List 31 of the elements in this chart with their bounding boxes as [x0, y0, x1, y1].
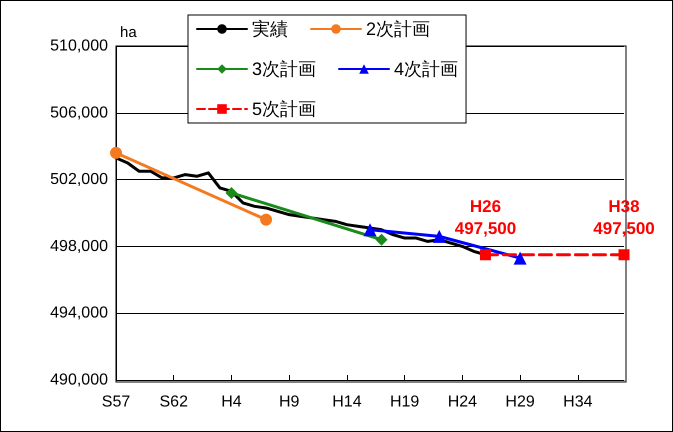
y-tick-label: 490,000	[50, 372, 108, 388]
x-tick-label: H29	[505, 394, 535, 410]
x-tick-label: H24	[448, 394, 478, 410]
y-axis-title: ha	[120, 24, 138, 41]
point	[480, 249, 491, 260]
point	[432, 230, 446, 243]
legend-label: 5次計画	[252, 99, 316, 119]
x-tick-label: S57	[102, 394, 130, 410]
y-tick-label: 506,000	[50, 104, 108, 122]
x-tick-label: H9	[278, 394, 300, 410]
legend-label: 4次計画	[394, 59, 458, 79]
point	[364, 223, 376, 236]
point	[260, 214, 272, 226]
x-tick-label: S62	[159, 394, 188, 410]
point	[225, 186, 238, 199]
legend-label: 2次計画	[366, 19, 430, 39]
y-tick-label: 498,000	[50, 238, 108, 255]
point	[376, 234, 388, 246]
point	[514, 252, 527, 265]
legend-label: 3次計画	[252, 59, 316, 79]
x-tick-label: H4	[221, 394, 242, 410]
y-tick-label: 494,000	[50, 304, 108, 322]
point	[618, 249, 630, 260]
data-label: H26 497,500	[454, 196, 516, 238]
x-tick-label: H34	[563, 394, 593, 410]
y-tick-label: 502,000	[50, 171, 108, 188]
point	[110, 146, 122, 159]
x-tick-label: H19	[390, 394, 420, 410]
legend-label: 実績	[252, 19, 288, 39]
y-tick-label: 510,000	[50, 38, 108, 54]
x-tick-label: H14	[332, 394, 362, 410]
